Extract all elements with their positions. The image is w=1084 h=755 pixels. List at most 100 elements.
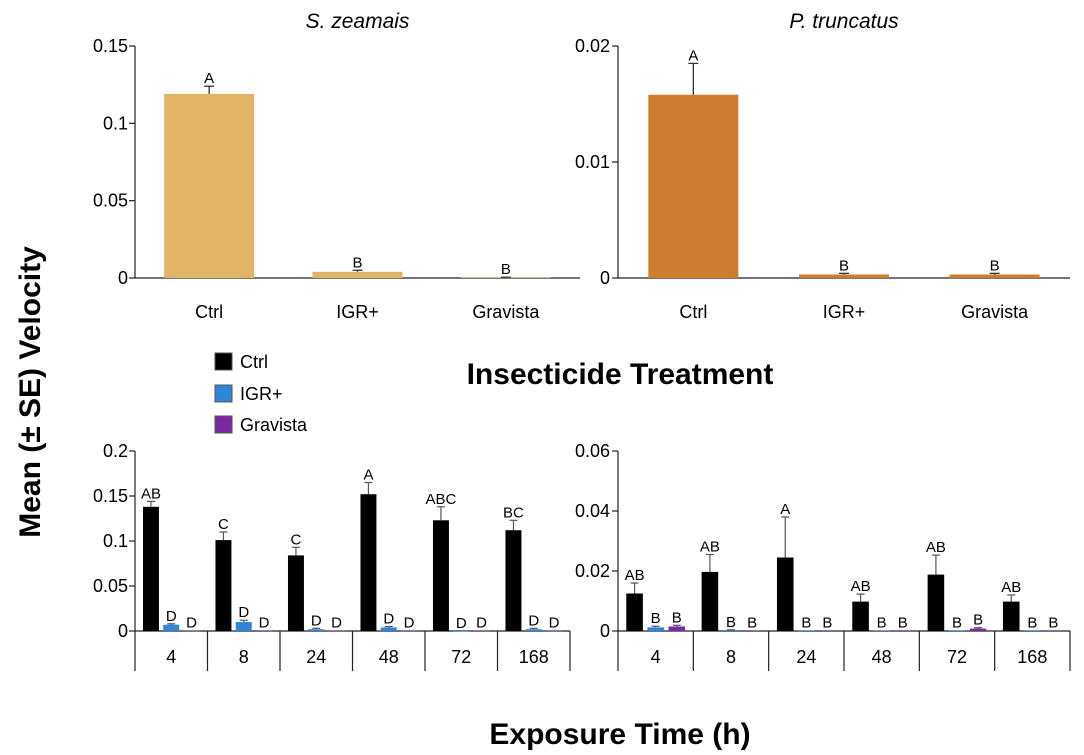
significance-letter: B [726,614,736,631]
significance-letter: B [651,610,661,627]
significance-letter: D [549,615,560,632]
y-tick-label: 0.1 [103,113,128,133]
bar-igr [798,630,815,631]
bar [949,274,1040,278]
y-tick-label: 0.02 [575,561,610,581]
bar-ctrl [360,494,377,631]
bar-igr [722,630,740,631]
significance-letter: AB [851,578,871,595]
y-tick-label: 0.2 [103,441,128,461]
significance-letter: A [688,47,698,64]
bar [799,274,889,278]
significance-letter: D [311,612,322,629]
x-tick-label: 8 [726,647,736,667]
significance-letter: A [204,70,214,87]
significance-letter: B [973,612,983,629]
significance-letter: B [822,614,832,631]
panel-szeamais-treatment: 0 0.05 0.1 0.15 S. zeamais A Ctrl B IGR+ B Gravist… [93,10,580,322]
y-tick-label: 0.05 [93,576,128,596]
y-tick-label: 0.01 [575,152,610,172]
bar-ctrl [852,601,869,631]
y-tick-label: 0 [600,268,610,288]
bar-gravista [328,630,345,632]
significance-letter: D [383,611,394,628]
x-tick-label: Ctrl [679,302,707,322]
y-tick-label: 0.04 [575,501,610,521]
x-tick-label: 4 [166,647,176,667]
x-tick-label: 4 [651,647,661,667]
panel-title: P. truncatus [789,10,899,33]
bar-igr [1024,630,1041,631]
y-tick-label: 0.06 [575,441,610,461]
x-tick-label: Gravista [472,302,540,322]
y-tick-label: 0.1 [103,531,128,551]
bar-igr [235,622,252,631]
bar-ctrl [432,520,449,631]
bar-ctrl [142,506,159,631]
x-tick-label: Ctrl [195,302,223,322]
bar [648,94,739,278]
significance-letter: AB [700,539,720,556]
significance-letter: AB [625,567,645,584]
significance-letter: B [877,614,887,631]
bar-gravista [969,628,987,631]
x-tick-label: Gravista [961,302,1029,322]
middle-x-axis-label: Insecticide Treatment [467,358,774,391]
significance-letter: A [780,501,790,518]
legend-swatch-gravista [214,415,233,434]
bar-gravista [1045,630,1062,631]
bar-ctrl [776,557,794,631]
significance-letter: B [990,257,1000,274]
bar-ctrl [701,571,719,631]
significance-letter: AB [926,539,946,556]
legend-label-ctrl: Ctrl [240,352,268,372]
significance-letter: D [238,604,249,621]
significance-letter: B [1027,614,1037,631]
bar-gravista [546,630,563,632]
legend-swatch-igr [214,384,233,403]
bar-igr [948,630,966,631]
bar-gravista [668,626,686,631]
significance-letter: C [291,531,302,548]
panel-title: S. zeamais [306,10,410,33]
significance-letter: D [331,615,342,632]
significance-letter: D [476,615,487,632]
x-tick-label: 72 [451,647,471,667]
x-tick-label: 24 [306,647,326,667]
significance-letter: D [404,615,415,632]
significance-letter: B [501,261,511,278]
significance-letter: AB [141,485,161,502]
bar-igr [308,629,325,631]
y-tick-label: 0 [118,268,128,288]
significance-letter: B [839,257,849,274]
legend-label-gravista: Gravista [240,415,308,435]
bar-igr [453,631,470,632]
significance-letter: D [456,615,467,632]
x-tick-label: 48 [872,647,892,667]
significance-letter: B [747,614,757,631]
legend: Ctrl IGR+ Gravista [214,352,308,435]
bar-igr [647,627,664,631]
x-tick-label: 72 [947,647,967,667]
bar-ctrl [626,593,643,631]
significance-letter: D [259,615,270,632]
x-tick-label: 168 [519,647,549,667]
significance-letter: B [1048,614,1058,631]
bar-igr [873,630,890,631]
panel-ptruncatus-treatment: 0 0.01 0.02 P. truncatus A Ctrl B IGR+ B Gravista [575,10,1070,322]
bar-igr [163,624,180,631]
x-tick-label: IGR+ [823,302,866,322]
bar-igr [525,629,542,631]
bar [312,271,403,278]
y-axis-label: Mean (± SE) Velocity [14,246,47,538]
legend-label-igr: IGR+ [240,384,283,404]
bar-gravista [183,630,200,632]
significance-letter: B [352,254,362,271]
bar-gravista [819,630,836,631]
legend-swatch-ctrl [214,352,233,371]
y-tick-label: 0 [600,621,610,641]
y-tick-label: 0 [118,621,128,641]
